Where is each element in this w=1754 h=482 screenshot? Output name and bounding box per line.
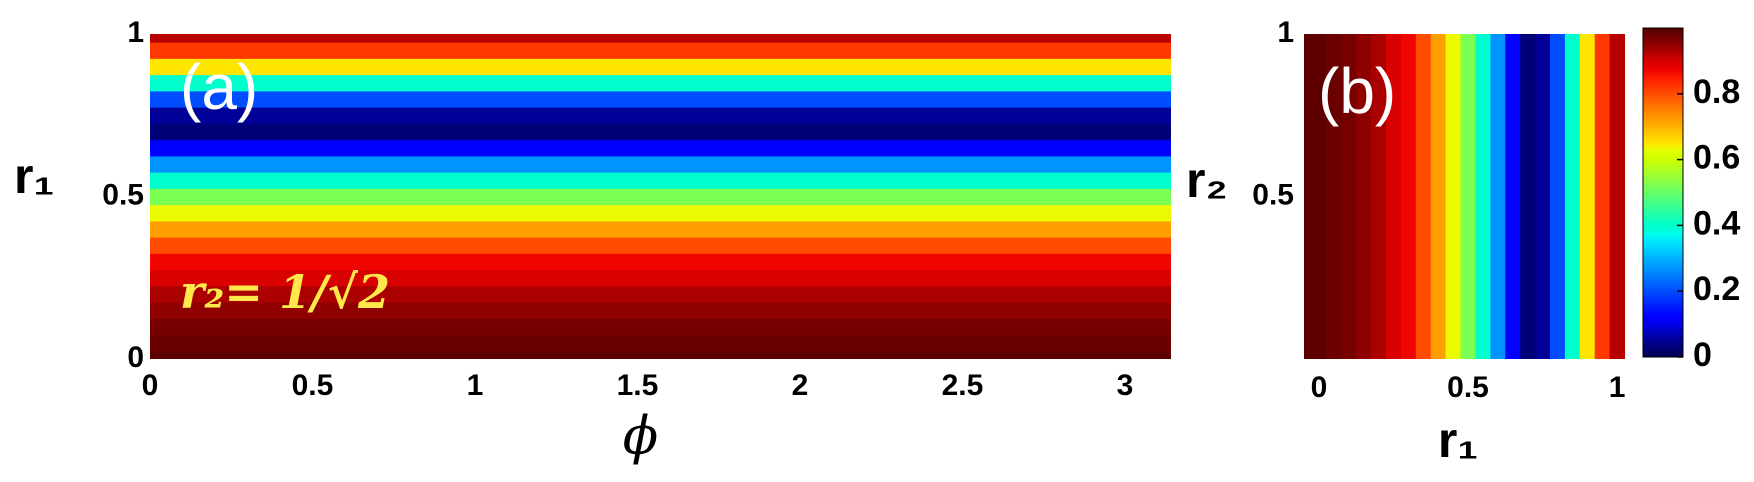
y-tick-label: 0.5 bbox=[102, 178, 144, 211]
y-tick-label: 1 bbox=[1277, 16, 1294, 49]
heat-band bbox=[1609, 34, 1626, 359]
heat-band bbox=[1550, 34, 1566, 359]
heat-band bbox=[1535, 34, 1551, 359]
heatmap-a bbox=[150, 34, 1171, 359]
annotation: (b) bbox=[1318, 55, 1396, 127]
heat-band bbox=[1371, 34, 1387, 359]
heat-band bbox=[150, 123, 1171, 141]
heat-band bbox=[1460, 34, 1476, 359]
heat-band bbox=[150, 139, 1171, 157]
labels: 0 0.5 1 1.5 2 2.5 3 0 0.5 1 ϕ r₁ (a) r₂= 1/√2 0 0.5 1 0.5… bbox=[14, 16, 1740, 468]
x-tick-label: 0 bbox=[1311, 371, 1328, 404]
colorbar bbox=[1642, 27, 1684, 358]
heat-band bbox=[1520, 34, 1536, 359]
y-axis-label: r₂ bbox=[1186, 152, 1228, 208]
heat-band bbox=[150, 172, 1171, 189]
heat-band bbox=[150, 318, 1171, 336]
heatmap-b bbox=[1304, 34, 1626, 359]
x-tick-label: 0.5 bbox=[292, 369, 334, 402]
heat-band bbox=[1356, 34, 1372, 359]
heat-band bbox=[150, 42, 1171, 59]
heat-band bbox=[150, 253, 1171, 271]
heat-band bbox=[150, 334, 1171, 352]
heat-band bbox=[1400, 34, 1417, 359]
heat-band bbox=[1326, 34, 1342, 359]
heat-band bbox=[1505, 34, 1521, 359]
heat-band bbox=[150, 269, 1171, 287]
heat-band bbox=[150, 90, 1171, 108]
x-tick-label: 0.5 bbox=[1447, 371, 1489, 404]
heat-band bbox=[1594, 34, 1611, 359]
heat-band bbox=[1490, 34, 1506, 359]
x-tick-label: 3 bbox=[1117, 369, 1134, 402]
heat-band bbox=[150, 74, 1171, 92]
x-tick-label: 1 bbox=[1609, 371, 1626, 404]
heat-band bbox=[1386, 34, 1402, 359]
y-axis-label: r₁ bbox=[14, 148, 54, 204]
y-tick-label: 1 bbox=[127, 16, 144, 49]
heat-band bbox=[150, 350, 1171, 359]
colorbar-tick-label: 0.8 bbox=[1693, 73, 1740, 111]
heat-band bbox=[150, 155, 1171, 173]
heat-band bbox=[1341, 34, 1357, 359]
heat-band bbox=[150, 188, 1171, 206]
x-tick-label: 2.5 bbox=[942, 369, 984, 402]
x-tick-label: 1 bbox=[467, 369, 484, 402]
x-tick-label: 2 bbox=[792, 369, 809, 402]
y-tick-label: 0 bbox=[127, 341, 144, 374]
x-tick-label: 1.5 bbox=[617, 369, 659, 402]
heat-band bbox=[150, 302, 1171, 319]
heat-band bbox=[1304, 34, 1327, 359]
x-axis-label: ϕ bbox=[623, 407, 658, 467]
annotation: (a) bbox=[180, 51, 258, 123]
colorbar-tick-label: 0.2 bbox=[1693, 270, 1740, 308]
colorbar-tick-label: 0.4 bbox=[1693, 204, 1740, 242]
heat-band bbox=[150, 58, 1171, 76]
colorbar-tick-label: 0.6 bbox=[1693, 139, 1740, 177]
heat-band bbox=[150, 220, 1171, 238]
heat-band bbox=[1564, 34, 1581, 359]
x-axis-label: r₁ bbox=[1438, 412, 1478, 468]
heat-band bbox=[150, 204, 1171, 222]
heat-band bbox=[1475, 34, 1491, 359]
colorbar-tick-label: 0 bbox=[1693, 336, 1712, 374]
heat-band bbox=[150, 285, 1171, 303]
heat-band bbox=[1430, 34, 1447, 359]
x-tick-label: 0 bbox=[142, 369, 159, 402]
heat-band bbox=[1579, 34, 1596, 359]
heat-band bbox=[150, 237, 1171, 254]
heat-band bbox=[1445, 34, 1462, 359]
heat-band bbox=[150, 34, 1171, 43]
annotation: r₂= 1/√2 bbox=[180, 265, 390, 319]
heat-band bbox=[150, 107, 1171, 124]
y-tick-label: 0.5 bbox=[1252, 178, 1294, 211]
heat-band bbox=[1415, 34, 1432, 359]
